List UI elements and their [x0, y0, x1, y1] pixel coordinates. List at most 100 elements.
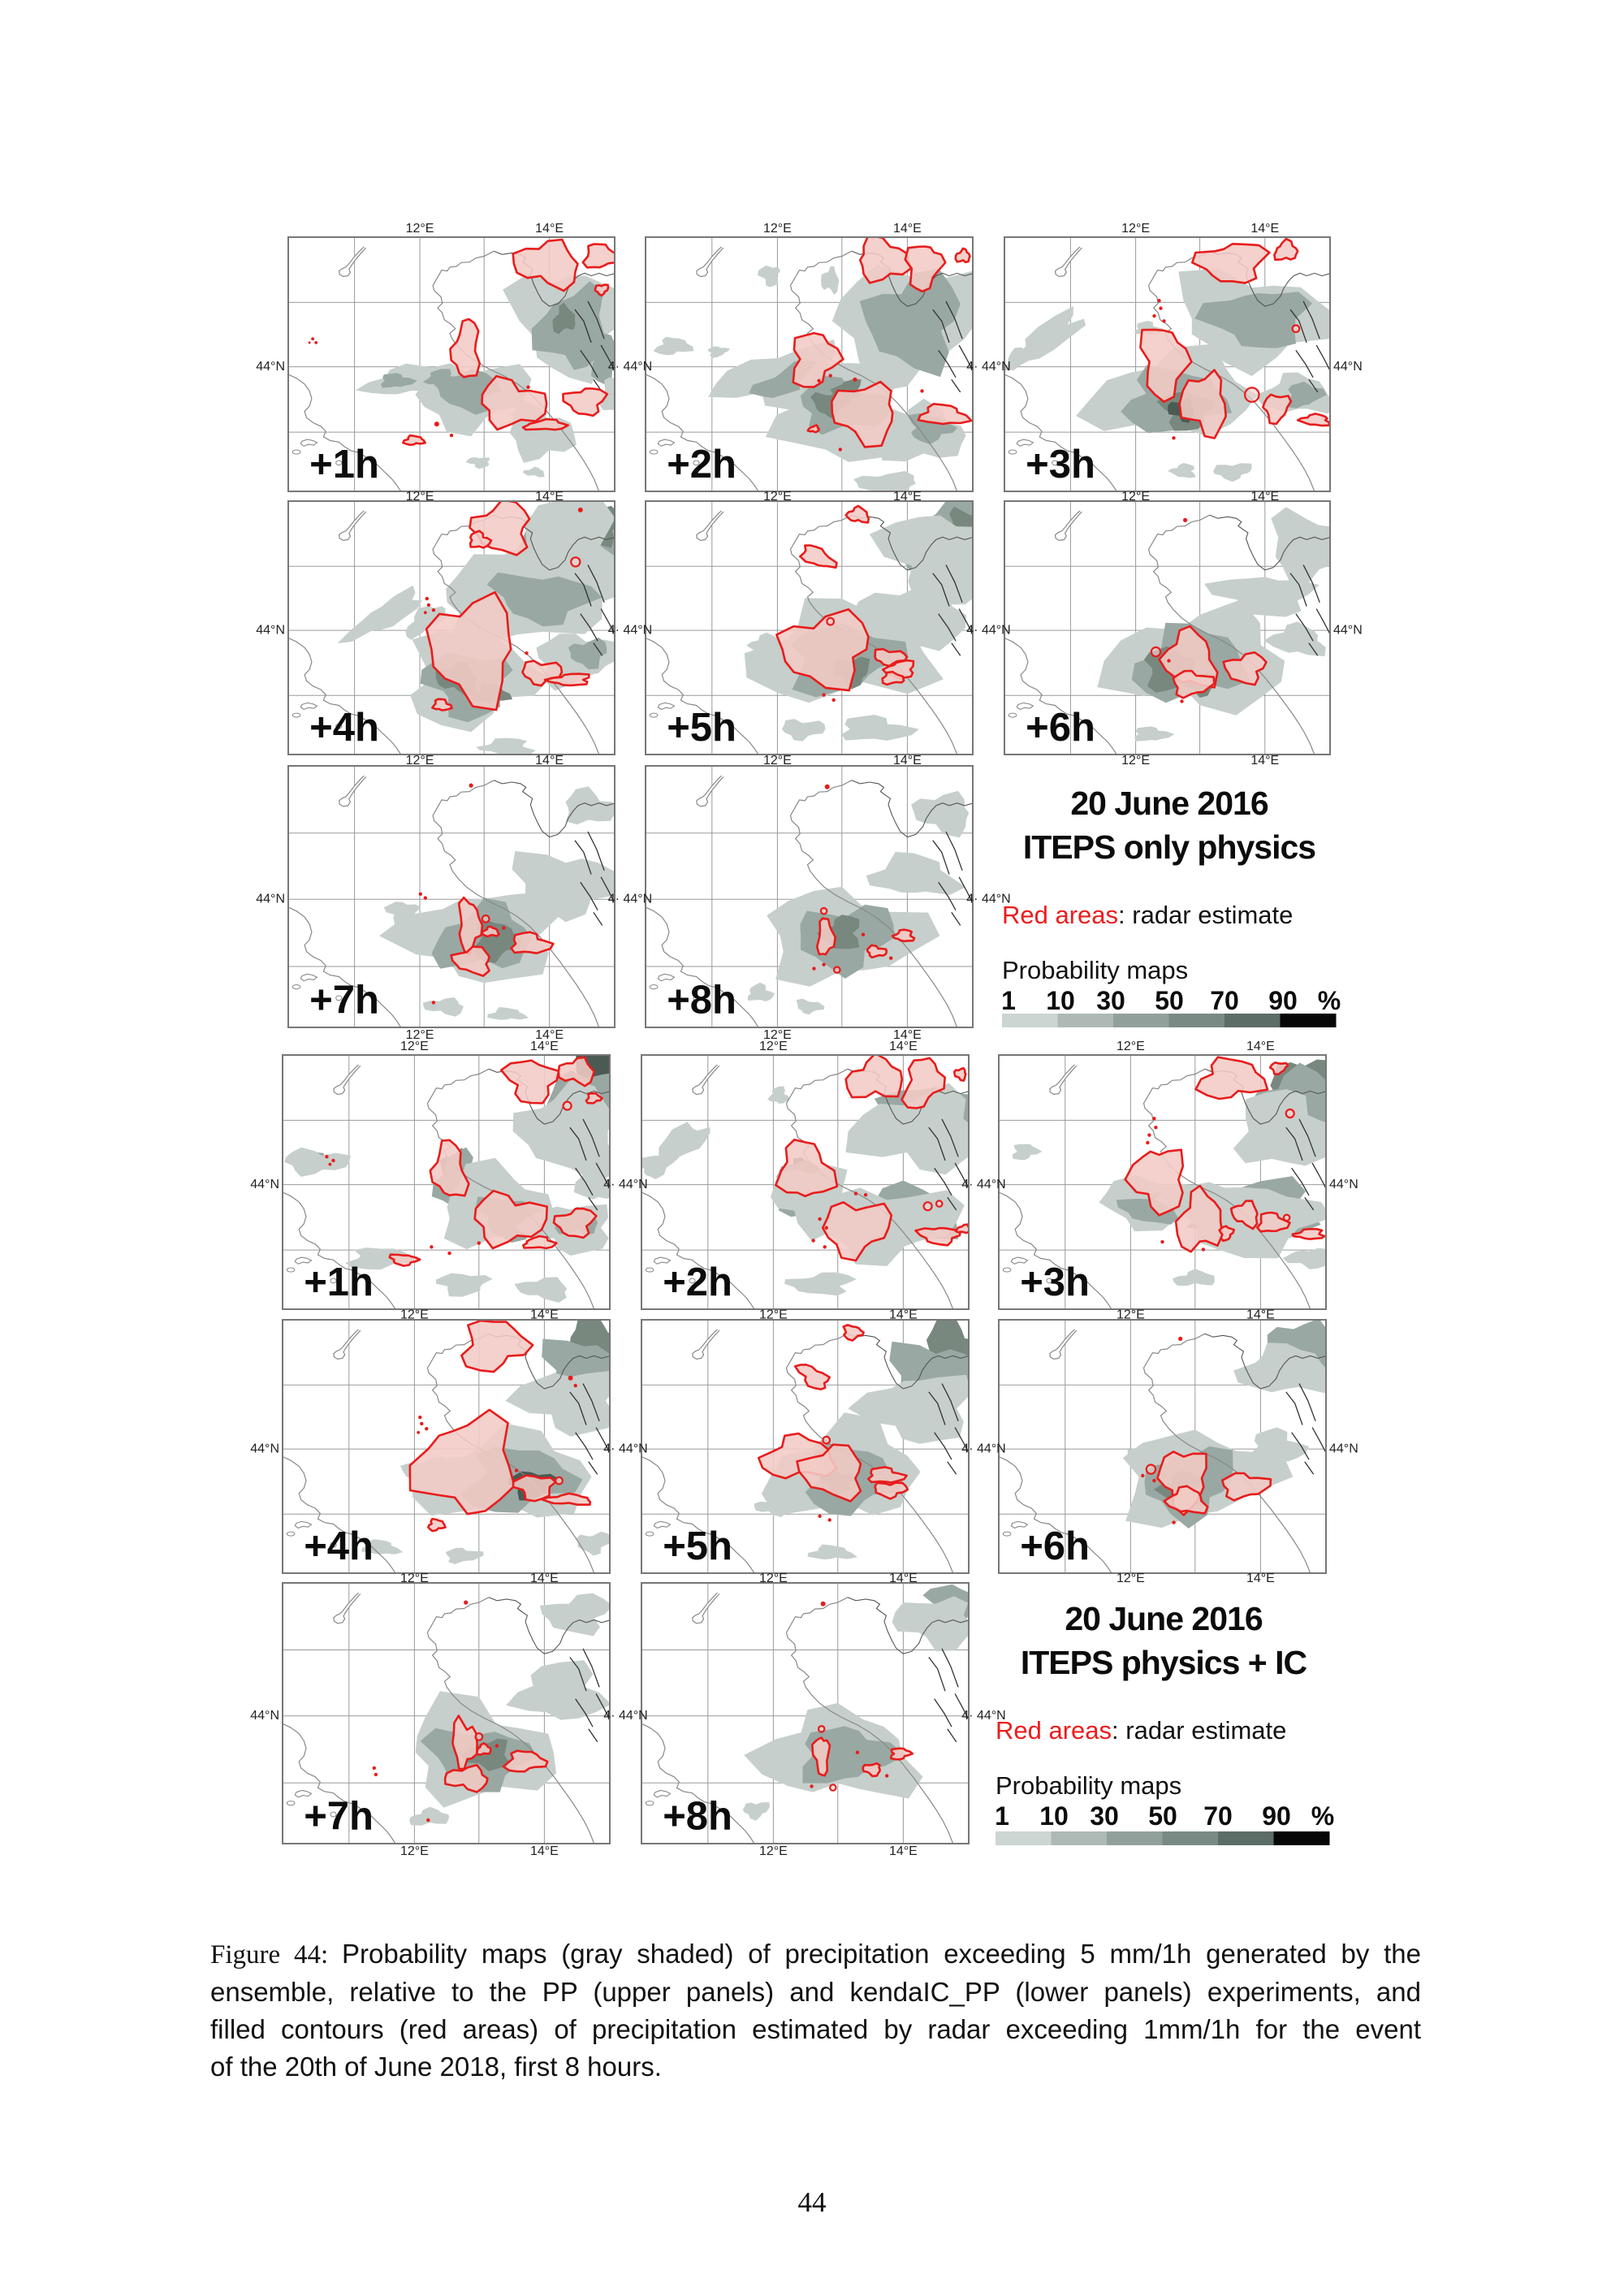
svg-text:12°E: 12°E [763, 754, 792, 767]
svg-text:%: % [1311, 1801, 1334, 1831]
svg-text:30: 30 [1096, 986, 1125, 1015]
svg-text:44°N: 44°N [256, 624, 285, 638]
svg-text:+2h: +2h [663, 1260, 732, 1304]
svg-text:+5h: +5h [667, 706, 736, 750]
svg-text:14°E: 14°E [530, 1844, 559, 1858]
svg-text:4· 44°N: 4· 44°N [608, 624, 652, 638]
svg-text:4· 44°N: 4· 44°N [966, 360, 1010, 374]
svg-text:+5h: +5h [663, 1524, 732, 1568]
svg-text:+4h: +4h [304, 1524, 374, 1568]
svg-text:12°E: 12°E [1121, 490, 1150, 504]
svg-text:14°E: 14°E [535, 1028, 564, 1042]
svg-text:44°N: 44°N [1333, 624, 1363, 638]
svg-text:12°E: 12°E [763, 222, 792, 236]
svg-text:44°N: 44°N [1329, 1178, 1358, 1191]
svg-text:Red areas: radar estimate: Red areas: radar estimate [996, 1716, 1286, 1745]
svg-text:12°E: 12°E [1121, 222, 1150, 236]
svg-text:14°E: 14°E [889, 1308, 918, 1322]
svg-text:14°E: 14°E [1250, 754, 1279, 767]
svg-text:12°E: 12°E [406, 490, 434, 504]
svg-text:Probability maps: Probability maps [1002, 956, 1188, 984]
svg-text:ITEPS only physics: ITEPS only physics [1023, 828, 1315, 866]
svg-text:44°N: 44°N [1333, 360, 1363, 374]
svg-text:14°E: 14°E [893, 222, 922, 236]
svg-text:12°E: 12°E [406, 1028, 434, 1042]
svg-text:4· 44°N: 4· 44°N [966, 893, 1010, 906]
svg-text:12°E: 12°E [759, 1040, 788, 1053]
svg-text:14°E: 14°E [893, 490, 922, 504]
svg-text:12°E: 12°E [400, 1844, 429, 1858]
svg-text:14°E: 14°E [1246, 1308, 1275, 1322]
svg-text:4· 44°N: 4· 44°N [608, 893, 652, 906]
svg-text:10: 10 [1039, 1801, 1069, 1831]
svg-text:Probability maps: Probability maps [996, 1771, 1181, 1800]
svg-text:20 June 2016: 20 June 2016 [1065, 1600, 1262, 1637]
svg-text:1: 1 [1001, 986, 1016, 1015]
svg-text:+3h: +3h [1026, 443, 1095, 486]
svg-text:14°E: 14°E [893, 1028, 922, 1042]
svg-text:70: 70 [1210, 986, 1239, 1015]
svg-text:12°E: 12°E [400, 1040, 429, 1053]
svg-text:30: 30 [1090, 1801, 1119, 1831]
svg-text:12°E: 12°E [400, 1308, 429, 1322]
svg-text:+8h: +8h [667, 978, 736, 1022]
svg-text:44°N: 44°N [250, 1178, 279, 1191]
svg-text:+3h: +3h [1020, 1260, 1090, 1304]
svg-text:70: 70 [1203, 1801, 1233, 1831]
svg-text:4· 44°N: 4· 44°N [603, 1709, 647, 1723]
svg-text:14°E: 14°E [1246, 1572, 1275, 1585]
svg-text:14°E: 14°E [889, 1040, 918, 1053]
svg-text:+7h: +7h [304, 1794, 374, 1838]
svg-text:12°E: 12°E [1116, 1308, 1145, 1322]
svg-text:14°E: 14°E [530, 1572, 559, 1585]
svg-text:%: % [1318, 986, 1341, 1015]
svg-text:50: 50 [1148, 1801, 1177, 1831]
svg-text:44°N: 44°N [250, 1442, 279, 1456]
svg-text:+7h: +7h [309, 978, 379, 1022]
svg-text:12°E: 12°E [406, 754, 434, 767]
svg-text:4· 44°N: 4· 44°N [608, 360, 652, 374]
svg-text:+2h: +2h [667, 443, 736, 486]
svg-text:14°E: 14°E [1246, 1040, 1275, 1053]
svg-text:14°E: 14°E [535, 222, 564, 236]
svg-text:14°E: 14°E [1250, 222, 1279, 236]
svg-text:4· 44°N: 4· 44°N [603, 1442, 647, 1456]
svg-text:12°E: 12°E [406, 222, 434, 236]
svg-text:12°E: 12°E [759, 1572, 788, 1585]
svg-text:+6h: +6h [1020, 1524, 1090, 1568]
svg-text:12°E: 12°E [1121, 754, 1150, 767]
svg-text:1: 1 [995, 1801, 1009, 1831]
svg-text:44°N: 44°N [1329, 1442, 1358, 1456]
svg-text:4· 44°N: 4· 44°N [961, 1709, 1005, 1723]
svg-text:44°N: 44°N [256, 893, 285, 906]
svg-text:12°E: 12°E [759, 1308, 788, 1322]
svg-text:+1h: +1h [309, 443, 379, 486]
svg-text:14°E: 14°E [889, 1572, 918, 1585]
svg-text:14°E: 14°E [535, 490, 564, 504]
svg-text:14°E: 14°E [530, 1308, 559, 1322]
svg-text:12°E: 12°E [763, 1028, 792, 1042]
svg-text:4· 44°N: 4· 44°N [961, 1178, 1005, 1191]
svg-text:10: 10 [1046, 986, 1075, 1015]
svg-text:4· 44°N: 4· 44°N [966, 624, 1010, 638]
svg-text:+8h: +8h [663, 1794, 732, 1838]
svg-text:+1h: +1h [304, 1260, 374, 1304]
svg-text:4· 44°N: 4· 44°N [961, 1442, 1005, 1456]
svg-text:12°E: 12°E [1116, 1572, 1145, 1585]
svg-text:90: 90 [1262, 1801, 1291, 1831]
svg-text:12°E: 12°E [759, 1844, 788, 1858]
svg-text:4· 44°N: 4· 44°N [603, 1178, 647, 1191]
svg-text:90: 90 [1268, 986, 1298, 1015]
svg-text:Red areas: radar estimate: Red areas: radar estimate [1002, 901, 1293, 929]
svg-text:12°E: 12°E [400, 1572, 429, 1585]
svg-text:+6h: +6h [1026, 706, 1095, 750]
svg-text:12°E: 12°E [763, 490, 792, 504]
svg-text:14°E: 14°E [893, 754, 922, 767]
svg-text:ITEPS physics + IC: ITEPS physics + IC [1021, 1644, 1307, 1681]
svg-text:+4h: +4h [309, 706, 379, 750]
svg-text:14°E: 14°E [1250, 490, 1279, 504]
svg-text:12°E: 12°E [1116, 1040, 1145, 1053]
svg-text:44°N: 44°N [256, 360, 285, 374]
svg-text:14°E: 14°E [535, 754, 564, 767]
svg-text:20 June 2016: 20 June 2016 [1070, 785, 1268, 822]
